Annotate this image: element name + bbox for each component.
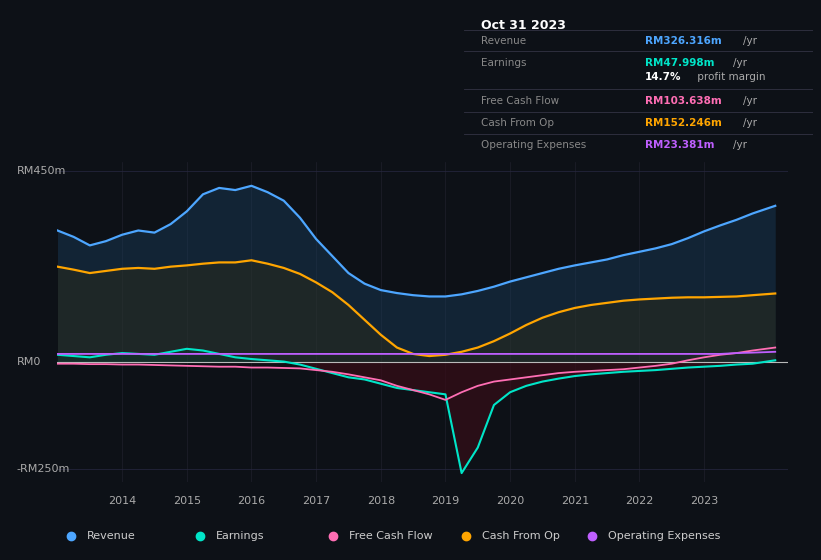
Text: 2016: 2016	[237, 496, 265, 506]
Text: 2018: 2018	[367, 496, 395, 506]
Text: Cash From Op: Cash From Op	[482, 531, 560, 541]
Text: Oct 31 2023: Oct 31 2023	[481, 19, 566, 32]
Text: profit margin: profit margin	[695, 72, 766, 82]
Text: RM103.638m: RM103.638m	[645, 96, 722, 106]
Text: RM0: RM0	[16, 357, 41, 367]
Text: /yr: /yr	[743, 96, 757, 106]
Text: Operating Expenses: Operating Expenses	[608, 531, 720, 541]
Text: 2015: 2015	[172, 496, 201, 506]
Text: RM326.316m: RM326.316m	[645, 36, 722, 46]
Text: Free Cash Flow: Free Cash Flow	[481, 96, 559, 106]
Text: Revenue: Revenue	[481, 36, 526, 46]
Text: Free Cash Flow: Free Cash Flow	[349, 531, 433, 541]
Text: RM152.246m: RM152.246m	[645, 118, 722, 128]
Text: 2017: 2017	[302, 496, 330, 506]
Text: 2023: 2023	[690, 496, 718, 506]
Text: 14.7%: 14.7%	[645, 72, 681, 82]
Text: RM47.998m: RM47.998m	[645, 58, 715, 68]
Text: /yr: /yr	[733, 140, 747, 150]
Text: /yr: /yr	[743, 118, 757, 128]
Text: RM450m: RM450m	[16, 166, 66, 176]
Text: Earnings: Earnings	[216, 531, 264, 541]
Text: /yr: /yr	[743, 36, 757, 46]
Text: /yr: /yr	[733, 58, 747, 68]
Text: 2021: 2021	[561, 496, 589, 506]
Text: -RM250m: -RM250m	[16, 464, 70, 474]
Text: 2022: 2022	[626, 496, 654, 506]
Text: 2014: 2014	[108, 496, 136, 506]
Text: RM23.381m: RM23.381m	[645, 140, 715, 150]
Text: Cash From Op: Cash From Op	[481, 118, 554, 128]
Text: Operating Expenses: Operating Expenses	[481, 140, 586, 150]
Text: Earnings: Earnings	[481, 58, 527, 68]
Text: 2020: 2020	[496, 496, 525, 506]
Text: Revenue: Revenue	[87, 531, 135, 541]
Text: 2019: 2019	[431, 496, 460, 506]
